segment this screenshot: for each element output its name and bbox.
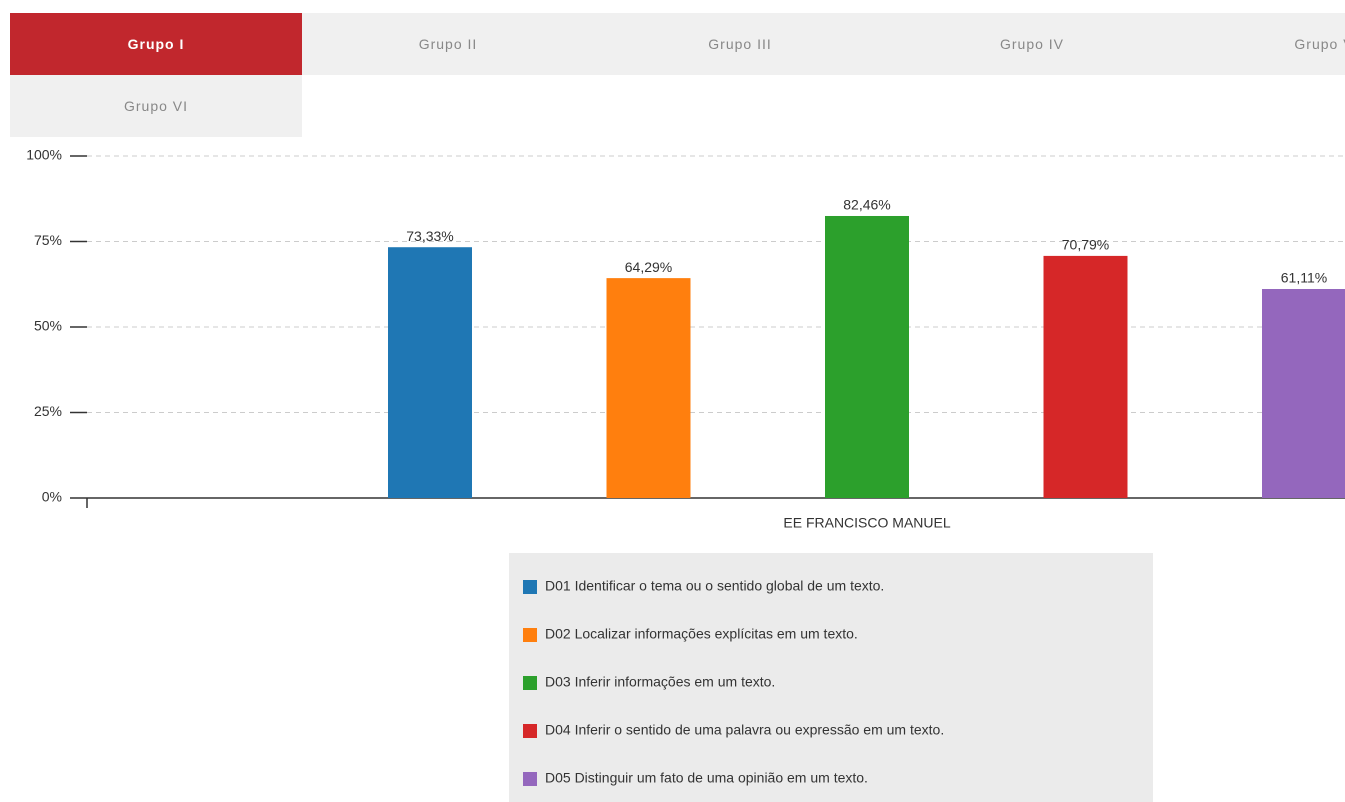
y-tick-label: 50% <box>34 318 62 334</box>
legend-label: D05 Distinguir um fato de uma opinião em… <box>545 770 868 786</box>
data-label: 70,79% <box>1062 237 1109 253</box>
legend-swatch <box>523 580 537 594</box>
tab[interactable]: Grupo VI <box>10 75 302 137</box>
tab[interactable]: Grupo II <box>302 13 594 75</box>
data-label: 82,46% <box>843 197 890 213</box>
legend-swatch <box>523 772 537 786</box>
bar <box>1043 255 1128 498</box>
tab[interactable]: Grupo III <box>594 13 886 75</box>
tab[interactable]: Grupo IV <box>886 13 1178 75</box>
data-label: 64,29% <box>625 259 672 275</box>
legend-swatch <box>523 628 537 642</box>
data-label: 61,11% <box>1281 270 1327 286</box>
y-tick-label: 25% <box>34 403 62 419</box>
y-tick-label: 100% <box>26 147 62 163</box>
y-tick-label: 75% <box>34 232 62 248</box>
bar <box>825 215 909 498</box>
legend-label: D03 Inferir informações em um texto. <box>545 674 775 690</box>
bar <box>388 247 472 498</box>
data-label: 73,33% <box>406 228 453 244</box>
legend-label: D01 Identificar o tema ou o sentido glob… <box>545 578 884 594</box>
bar <box>1262 289 1345 498</box>
legend-swatch <box>523 676 537 690</box>
legend-label: D02 Localizar informações explícitas em … <box>545 626 858 642</box>
legend-swatch <box>523 724 537 738</box>
legend-box <box>509 553 1153 802</box>
legend-label: D04 Inferir o sentido de uma palavra ou … <box>545 722 944 738</box>
y-tick-label: 0% <box>42 489 62 505</box>
tab[interactable]: Grupo V <box>1178 13 1345 75</box>
bar <box>606 278 691 498</box>
x-tick-label: EE FRANCISCO MANUEL <box>783 515 950 531</box>
tab[interactable]: Grupo I <box>10 13 302 75</box>
